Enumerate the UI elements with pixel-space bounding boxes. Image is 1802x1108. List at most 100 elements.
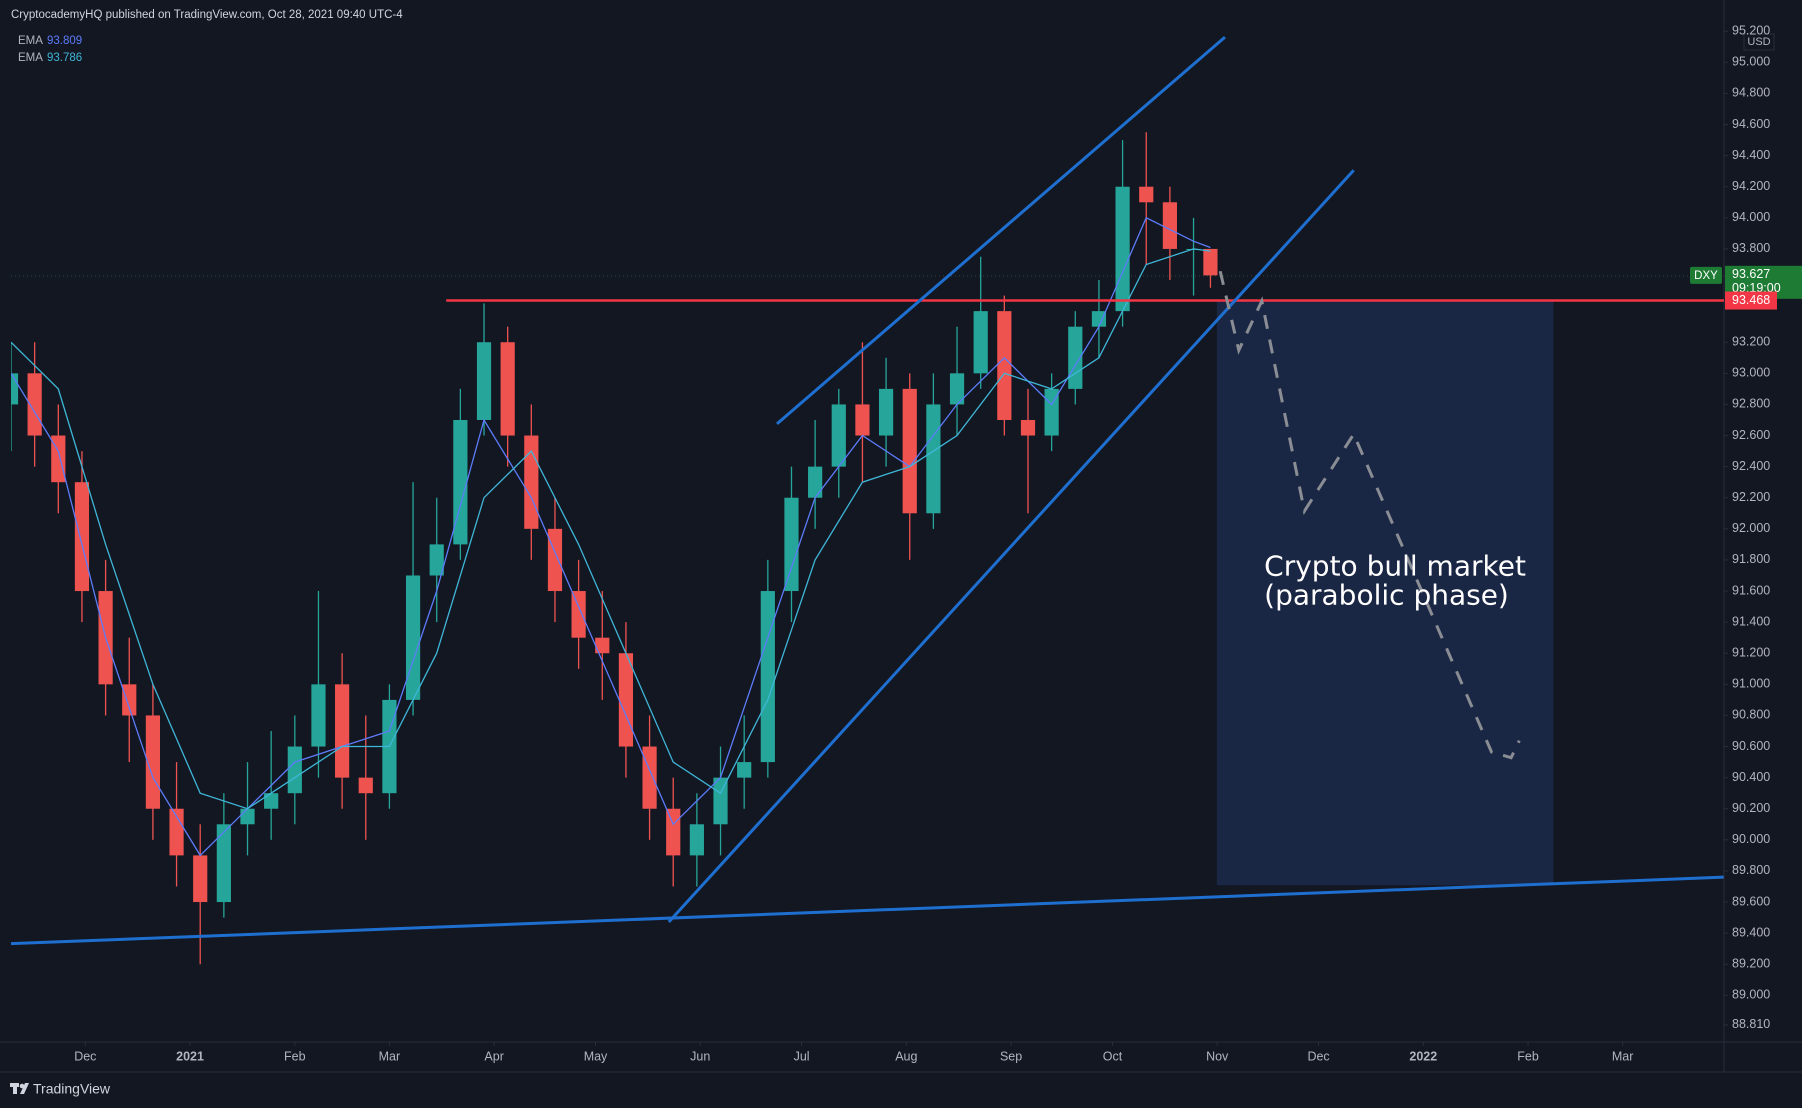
candle-body bbox=[949, 373, 965, 405]
candle-body bbox=[618, 653, 634, 747]
x-tick-label: May bbox=[584, 1049, 608, 1063]
annotation: (parabolic phase) bbox=[1264, 579, 1509, 612]
y-tick-label: 92.600 bbox=[1732, 428, 1770, 442]
candle-body bbox=[926, 404, 941, 514]
candle-body bbox=[689, 824, 704, 856]
candle-body bbox=[193, 855, 208, 903]
y-tick-label: 89.400 bbox=[1732, 925, 1770, 939]
candle-body bbox=[1068, 326, 1083, 389]
y-tick-label: 92.400 bbox=[1732, 459, 1770, 473]
candle-body bbox=[264, 793, 279, 809]
y-tick-label: 94.800 bbox=[1732, 86, 1770, 100]
candle-body bbox=[808, 466, 823, 498]
x-tick-label: 2021 bbox=[176, 1049, 204, 1063]
x-tick-label: Mar bbox=[1612, 1049, 1634, 1063]
candle-body bbox=[169, 808, 184, 856]
candle-body bbox=[524, 435, 539, 529]
y-tick-label: 91.200 bbox=[1732, 646, 1770, 660]
candle-body bbox=[122, 684, 137, 716]
x-tick-label: Aug bbox=[895, 1049, 917, 1063]
brand: TradingView bbox=[33, 1081, 111, 1097]
candle-body bbox=[973, 311, 988, 374]
y-tick-label: 94.200 bbox=[1732, 179, 1770, 193]
y-tick-label: 89.200 bbox=[1732, 957, 1770, 971]
y-tick-label: 92.800 bbox=[1732, 397, 1770, 411]
candle-body bbox=[760, 591, 775, 763]
y-tick-label: 89.600 bbox=[1732, 894, 1770, 908]
candle-body bbox=[595, 637, 610, 654]
y-tick-label: 95.000 bbox=[1732, 55, 1770, 69]
logo-part bbox=[20, 1083, 29, 1094]
x-tick-label: Jun bbox=[690, 1049, 710, 1063]
candle-body bbox=[997, 311, 1012, 420]
legend-value: 93.786 bbox=[47, 52, 82, 64]
symbol-tag-bg bbox=[1690, 266, 1722, 284]
x-tick-label: Feb bbox=[284, 1049, 306, 1063]
projection-path bbox=[1218, 270, 1521, 760]
ema-line bbox=[11, 248, 1211, 810]
header: CryptocademyHQ published on TradingView.… bbox=[11, 9, 403, 21]
x-tick-label: Sep bbox=[1000, 1049, 1022, 1063]
candle-body bbox=[1115, 186, 1130, 312]
plot-area bbox=[11, 35, 1724, 965]
candle-body bbox=[737, 762, 752, 778]
candle-body bbox=[453, 419, 468, 545]
candle-body bbox=[784, 497, 799, 592]
x-tick-label: Dec bbox=[1307, 1049, 1329, 1063]
y-tick-label: 89.800 bbox=[1732, 863, 1770, 877]
trendline bbox=[775, 35, 1226, 426]
candle-body bbox=[571, 591, 586, 638]
candle-body bbox=[216, 824, 231, 903]
y-tick-label: 90.600 bbox=[1732, 739, 1770, 753]
candle-body bbox=[27, 373, 42, 436]
y-tick-label: 95.200 bbox=[1732, 24, 1770, 38]
projection-zone bbox=[1216, 300, 1554, 886]
logo-part bbox=[13, 1083, 17, 1094]
y-tick-label: 91.600 bbox=[1732, 583, 1770, 597]
candle-body bbox=[429, 544, 444, 576]
currency: USD bbox=[1747, 36, 1770, 48]
candle-body bbox=[311, 684, 326, 747]
candle-body bbox=[500, 342, 515, 436]
x-tick-label: Apr bbox=[484, 1049, 503, 1063]
candle-body bbox=[1162, 202, 1177, 249]
y-tick-label: 94.000 bbox=[1732, 210, 1770, 224]
candle-body bbox=[145, 715, 161, 809]
legend-name: EMA bbox=[18, 52, 43, 64]
x-tick-label: Nov bbox=[1206, 1049, 1229, 1063]
candle-body bbox=[74, 482, 90, 592]
candle-body bbox=[902, 388, 917, 514]
legend-name: EMA bbox=[18, 35, 43, 47]
y-tick-label: 93.200 bbox=[1732, 335, 1770, 349]
candle-body bbox=[1139, 186, 1154, 203]
candle-body bbox=[1091, 311, 1107, 327]
y-tick-label: 92.200 bbox=[1732, 490, 1770, 504]
level-tag: 93.468 bbox=[1732, 293, 1770, 307]
candle-body bbox=[547, 528, 563, 592]
y-tick-label: 89.000 bbox=[1732, 988, 1770, 1002]
x-tick-label: 2022 bbox=[1409, 1049, 1437, 1063]
legend-value: 93.809 bbox=[47, 35, 82, 47]
x-tick-label: Feb bbox=[1517, 1049, 1539, 1063]
last-price-tag: 93.627 bbox=[1732, 267, 1770, 281]
x-tick-label: Mar bbox=[379, 1049, 401, 1063]
y-tick-label: 90.200 bbox=[1732, 801, 1770, 815]
candle-body bbox=[287, 746, 302, 794]
candle-body bbox=[476, 342, 492, 420]
ema-line bbox=[11, 216, 1211, 857]
x-tick-label: Jul bbox=[794, 1049, 810, 1063]
x-tick-label: Dec bbox=[74, 1049, 96, 1063]
candle-body bbox=[240, 808, 255, 825]
y-tick-label: 93.000 bbox=[1732, 366, 1770, 380]
annotation: Crypto bull market bbox=[1264, 550, 1526, 583]
symbol-tag: DXY bbox=[1694, 270, 1718, 282]
candle-body bbox=[335, 684, 350, 778]
currency-box bbox=[1743, 33, 1775, 51]
candle-body bbox=[642, 746, 657, 809]
y-tick-label: 93.800 bbox=[1732, 241, 1770, 255]
y-tick-label: 92.000 bbox=[1732, 521, 1770, 535]
y-tick-label: 91.000 bbox=[1732, 677, 1770, 691]
y-tick-label: 91.800 bbox=[1732, 552, 1770, 566]
